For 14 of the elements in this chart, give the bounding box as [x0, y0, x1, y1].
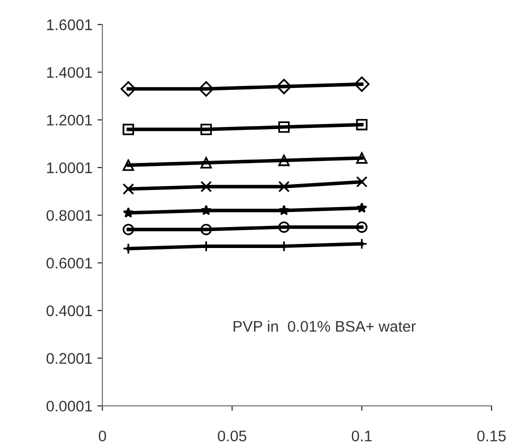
x-tick-label: 0.1 [352, 430, 372, 442]
y-tick-label: 0.0001 [46, 400, 92, 412]
y-tick-label: 1.2001 [47, 114, 92, 126]
x-tick-label: 0.15 [477, 430, 506, 442]
y-tick-label: 0.6001 [46, 258, 92, 269]
y-tick-label: 1.0001 [47, 162, 92, 174]
x-tick-label: 0 [98, 430, 106, 442]
x-tick-label: 0.05 [218, 430, 246, 442]
y-tick-label: 1.6001 [47, 19, 92, 30]
y-tick-label: 0.8001 [46, 210, 92, 221]
y-tick-label: 1.4001 [47, 67, 92, 78]
y-tick-label: 0.4001 [46, 305, 92, 316]
annotation: PVP in 0.01% BSA+ water [234, 320, 416, 332]
y-tick-label: 0.2001 [46, 353, 92, 364]
